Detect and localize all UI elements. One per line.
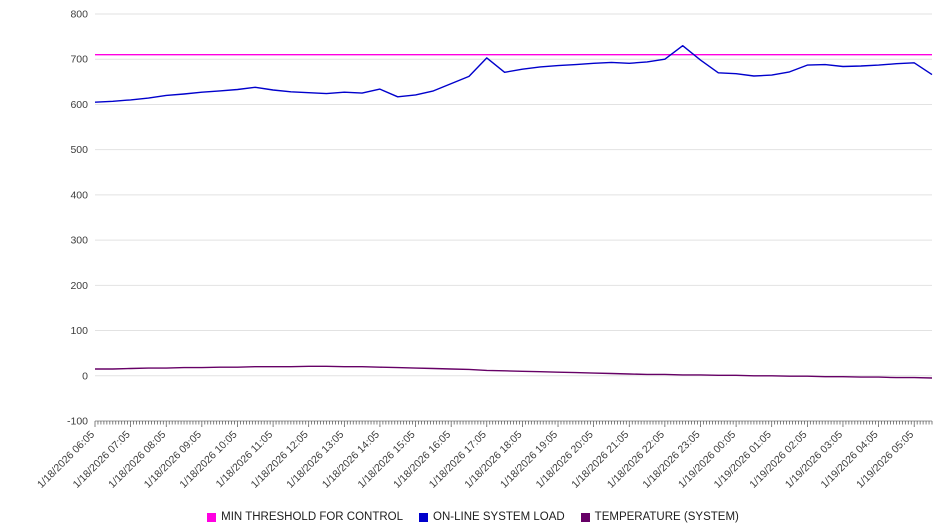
legend-label-min-threshold: MIN THRESHOLD FOR CONTROL xyxy=(221,511,404,523)
legend-label-system-load: ON-LINE SYSTEM LOAD xyxy=(433,511,565,523)
legend-swatch-min-threshold xyxy=(207,512,217,522)
series-line xyxy=(94,45,933,103)
chart-legend: MIN THRESHOLD FOR CONTROL ON-LINE SYSTEM… xyxy=(0,511,946,523)
y-tick-label: -100 xyxy=(67,416,88,428)
y-tick-label: 100 xyxy=(70,325,88,337)
y-tick-label: 400 xyxy=(70,189,88,201)
y-tick-label: 500 xyxy=(70,144,88,156)
y-tick-label: 600 xyxy=(70,99,88,111)
y-tick-label: 300 xyxy=(70,235,88,247)
legend-label-temperature: TEMPERATURE (SYSTEM) xyxy=(594,511,739,523)
y-tick-label: 200 xyxy=(70,280,88,292)
legend-item-min-threshold[interactable]: MIN THRESHOLD FOR CONTROL xyxy=(207,511,403,523)
legend-item-temperature[interactable]: TEMPERATURE (SYSTEM) xyxy=(580,511,739,523)
y-tick-label: 700 xyxy=(70,54,88,66)
legend-item-system-load[interactable]: ON-LINE SYSTEM LOAD xyxy=(419,511,565,523)
y-tick-label: 800 xyxy=(70,9,88,21)
legend-swatch-system-load xyxy=(419,512,429,522)
y-tick-label: 0 xyxy=(82,370,88,382)
series-line xyxy=(95,365,933,379)
legend-swatch-temperature xyxy=(580,512,590,522)
